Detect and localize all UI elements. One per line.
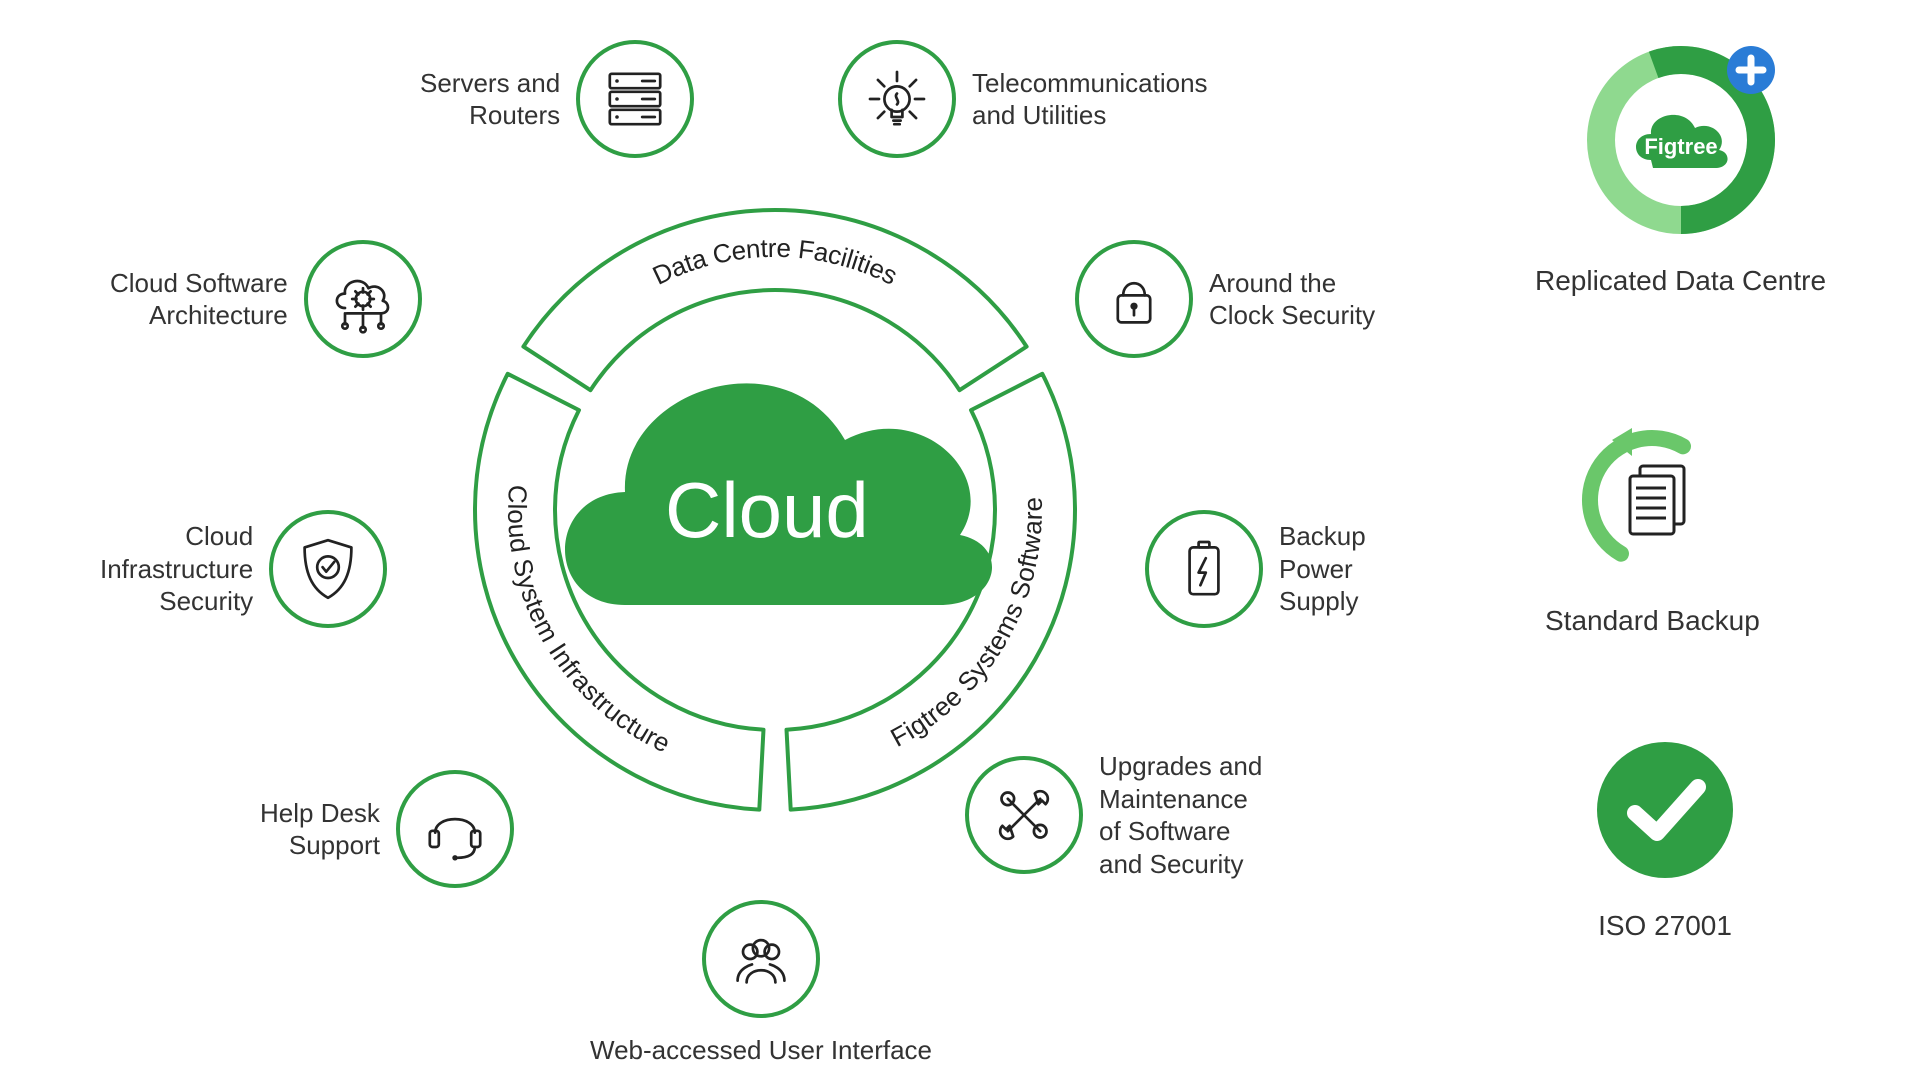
node-label: Servers and Routers (420, 67, 560, 132)
node-power: Backup Power Supply (1145, 510, 1366, 628)
sidebar-label: ISO 27001 (1598, 908, 1732, 943)
sidebar-iso: ISO 27001 (1590, 735, 1740, 943)
node-helpdesk: Help Desk Support (260, 770, 514, 888)
sidebar-repl: Figtree Replicated Data Centre (1535, 40, 1826, 298)
node-label: Help Desk Support (260, 797, 380, 862)
refresh_doc-icon (1562, 410, 1742, 585)
center-cloud-label: Cloud (665, 465, 869, 556)
shield-icon (269, 510, 387, 628)
servers-icon (576, 40, 694, 158)
node-label: Around the Clock Security (1209, 267, 1375, 332)
node-upgrades: Upgrades and Maintenance of Software and… (965, 750, 1262, 880)
bulb-icon (838, 40, 956, 158)
check_solid-icon (1590, 735, 1740, 890)
battery-icon (1145, 510, 1263, 628)
figtree_ring-icon: Figtree (1581, 40, 1781, 245)
tools-icon (965, 756, 1083, 874)
node-telecom: Telecommunications and Utilities (838, 40, 1208, 158)
node-label: Cloud Software Architecture (110, 267, 288, 332)
node-webui: Web-accessed User Interface (590, 900, 932, 1067)
node-servers: Servers and Routers (420, 40, 694, 158)
people-icon (702, 900, 820, 1018)
svg-text:Figtree: Figtree (1644, 134, 1717, 159)
lock-icon (1075, 240, 1193, 358)
sidebar-backup: Standard Backup (1545, 410, 1760, 638)
node-clock: Around the Clock Security (1075, 240, 1375, 358)
headset-icon (396, 770, 514, 888)
cloudgear-icon (304, 240, 422, 358)
node-cloudsec: Cloud Infrastructure Security (100, 510, 387, 628)
node-label: Backup Power Supply (1279, 520, 1366, 618)
node-label: Web-accessed User Interface (590, 1034, 932, 1067)
node-label: Cloud Infrastructure Security (100, 520, 253, 618)
sidebar-label: Replicated Data Centre (1535, 263, 1826, 298)
node-cloudarch: Cloud Software Architecture (110, 240, 422, 358)
node-label: Upgrades and Maintenance of Software and… (1099, 750, 1262, 880)
sidebar-label: Standard Backup (1545, 603, 1760, 638)
node-label: Telecommunications and Utilities (972, 67, 1208, 132)
